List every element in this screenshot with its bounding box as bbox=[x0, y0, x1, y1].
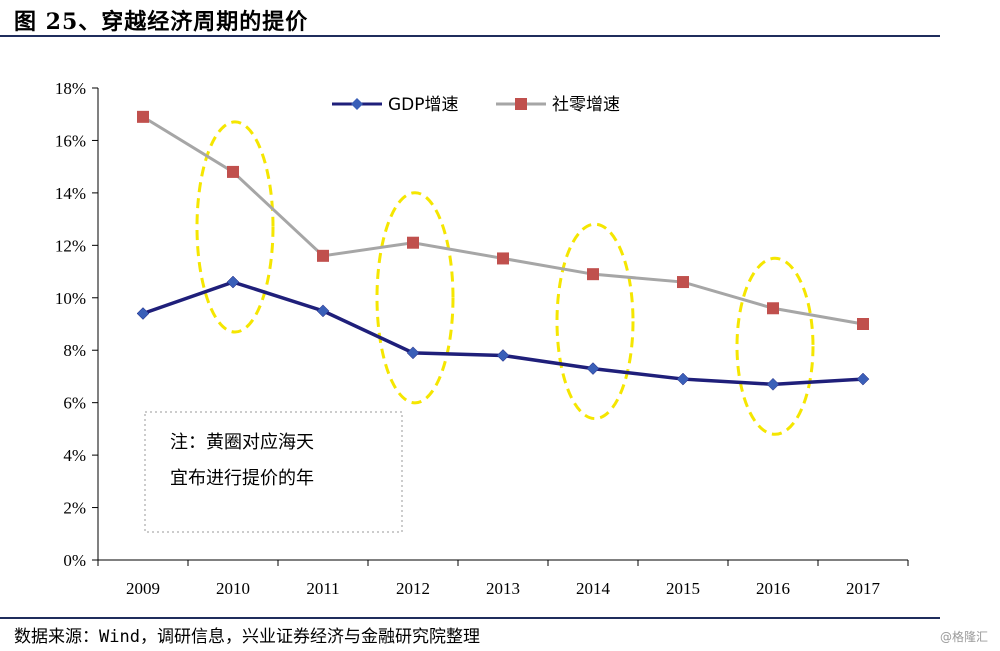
highlight-ellipse-2012 bbox=[375, 191, 455, 405]
y-tick-label: 4% bbox=[63, 446, 86, 465]
retail-point-2012 bbox=[407, 236, 419, 249]
retail-point-2011 bbox=[317, 249, 329, 262]
gdp-point-2014 bbox=[586, 362, 600, 375]
x-tick-label: 2017 bbox=[846, 579, 881, 598]
gdp-point-2013 bbox=[496, 349, 510, 362]
legend-marker-0 bbox=[351, 98, 363, 110]
y-tick-label: 2% bbox=[63, 499, 86, 518]
y-tick-label: 8% bbox=[63, 341, 86, 360]
y-tick-label: 10% bbox=[55, 289, 86, 308]
x-tick-label: 2014 bbox=[576, 579, 611, 598]
y-tick-label: 6% bbox=[63, 394, 86, 413]
title-rule bbox=[0, 35, 940, 37]
series-line-0 bbox=[142, 280, 864, 387]
source-note: 数据来源：Wind，调研信息，兴业证券经济与金融研究院整理 bbox=[14, 627, 480, 647]
retail-point-2009 bbox=[137, 110, 149, 123]
series-line-1 bbox=[142, 115, 864, 326]
x-tick-label: 2010 bbox=[216, 579, 250, 598]
x-tick-label: 2012 bbox=[396, 579, 430, 598]
gdp-point-2012 bbox=[406, 346, 420, 360]
retail-point-2017 bbox=[857, 318, 869, 330]
y-tick-label: 16% bbox=[55, 131, 86, 150]
gdp-point-2011 bbox=[316, 304, 330, 318]
y-tick-label: 14% bbox=[55, 184, 86, 203]
retail-point-2016 bbox=[767, 302, 779, 315]
retail-point-2015 bbox=[677, 276, 689, 289]
highlight-ellipse-2014 bbox=[555, 222, 635, 421]
y-tick-label: 0% bbox=[63, 551, 86, 570]
note-line: 注：黄圈对应海天 bbox=[170, 432, 314, 453]
gdp-point-2016 bbox=[766, 377, 780, 391]
y-tick-label: 12% bbox=[55, 236, 86, 255]
x-tick-label: 2011 bbox=[306, 579, 339, 598]
highlight-ellipse-2016 bbox=[735, 256, 815, 436]
legend-marker-1 bbox=[515, 98, 527, 110]
x-tick-label: 2009 bbox=[126, 579, 160, 598]
gdp-point-2017 bbox=[856, 372, 870, 386]
line-chart: 0% 2% 4% 6% 8% 10% 12% 14% 16% 18% 2009 2010 2011 201… bbox=[55, 79, 909, 598]
retail-point-2010 bbox=[227, 165, 239, 178]
note-line: 宜布进行提价的年 bbox=[170, 468, 314, 489]
retail-point-2014 bbox=[587, 268, 599, 281]
retail-point-2013 bbox=[497, 252, 509, 265]
x-tick-label: 2015 bbox=[666, 579, 700, 598]
y-tick-label: 18% bbox=[55, 79, 86, 98]
gdp-point-2015 bbox=[676, 372, 690, 386]
legend-label-1: 社零增速 bbox=[552, 95, 620, 115]
gdp-point-2009 bbox=[136, 307, 150, 320]
gdp-point-2010 bbox=[226, 275, 240, 289]
note-box bbox=[144, 411, 403, 533]
x-tick-label: 2016 bbox=[756, 579, 790, 598]
x-tick-label: 2013 bbox=[486, 579, 520, 598]
figure-title: 图 25、穿越经济周期的提价 bbox=[14, 9, 309, 35]
source-rule bbox=[0, 617, 940, 619]
legend-label-0: GDP增速 bbox=[388, 95, 459, 115]
highlight-ellipse-2010 bbox=[195, 120, 275, 334]
watermark: @格隆汇 bbox=[939, 630, 988, 644]
